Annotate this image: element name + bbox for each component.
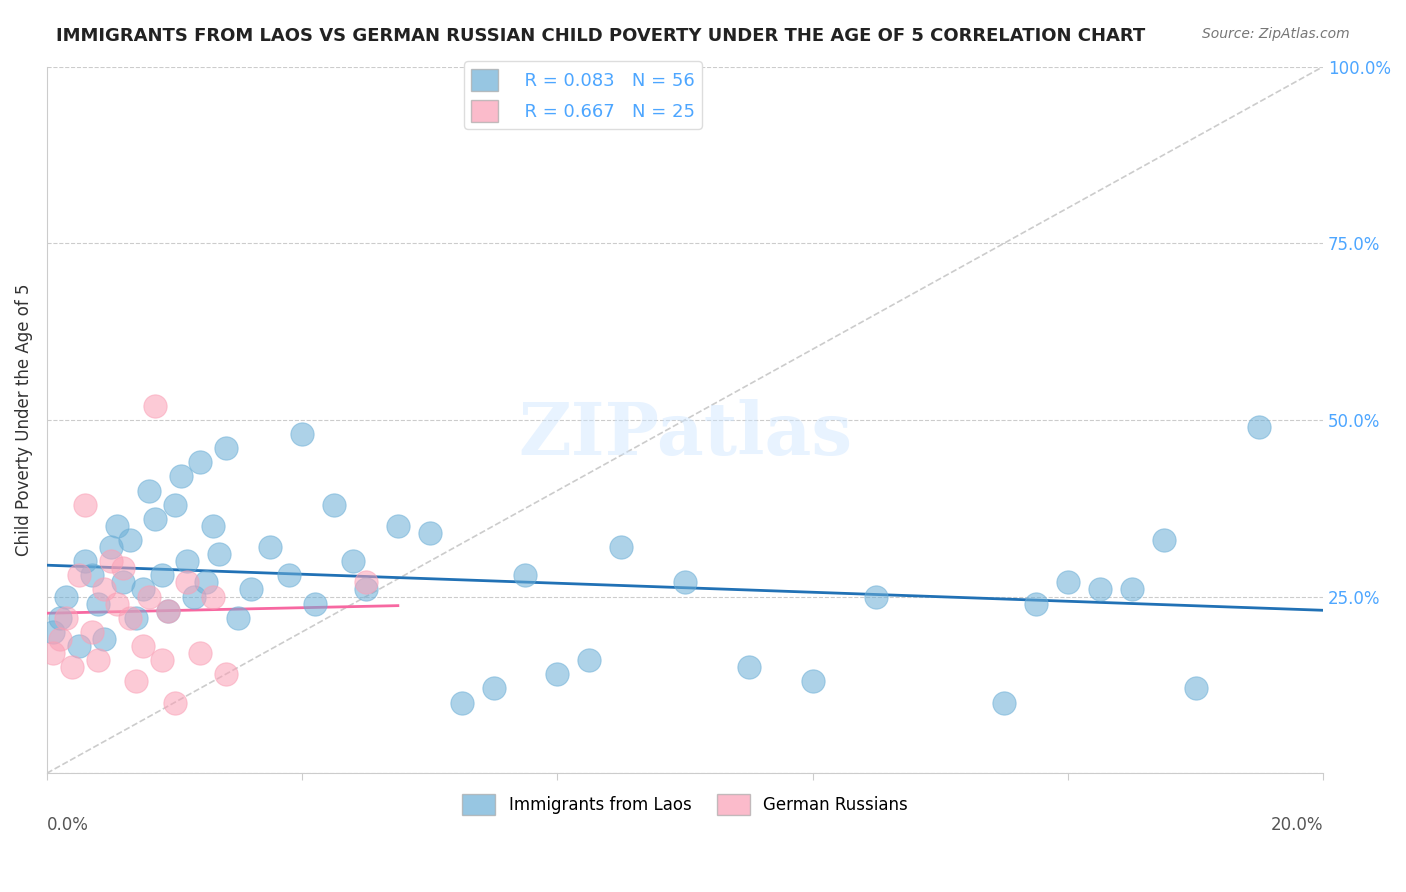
Point — [240, 582, 263, 597]
Point — [163, 696, 186, 710]
Point — [354, 582, 377, 597]
Legend: Immigrants from Laos, German Russians: Immigrants from Laos, German Russians — [456, 788, 914, 822]
Point — [214, 441, 236, 455]
Point — [673, 575, 696, 590]
Point — [195, 575, 218, 590]
Point — [163, 498, 186, 512]
Point — [105, 519, 128, 533]
Point — [87, 653, 110, 667]
Point — [1088, 582, 1111, 597]
Point — [291, 427, 314, 442]
Point — [157, 604, 180, 618]
Point — [93, 632, 115, 646]
Point — [100, 554, 122, 568]
Y-axis label: Child Poverty Under the Age of 5: Child Poverty Under the Age of 5 — [15, 284, 32, 556]
Point — [105, 597, 128, 611]
Text: ZIPatlas: ZIPatlas — [517, 399, 852, 469]
Point — [42, 646, 65, 660]
Point — [87, 597, 110, 611]
Point — [112, 561, 135, 575]
Point — [157, 604, 180, 618]
Point — [112, 575, 135, 590]
Point — [118, 533, 141, 547]
Text: 20.0%: 20.0% — [1271, 815, 1323, 834]
Point — [214, 667, 236, 681]
Point — [80, 568, 103, 582]
Point — [342, 554, 364, 568]
Point — [993, 696, 1015, 710]
Point — [80, 624, 103, 639]
Point — [188, 646, 211, 660]
Text: IMMIGRANTS FROM LAOS VS GERMAN RUSSIAN CHILD POVERTY UNDER THE AGE OF 5 CORRELAT: IMMIGRANTS FROM LAOS VS GERMAN RUSSIAN C… — [56, 27, 1146, 45]
Point — [150, 568, 173, 582]
Point — [125, 611, 148, 625]
Point — [201, 519, 224, 533]
Point — [387, 519, 409, 533]
Point — [201, 590, 224, 604]
Point — [1057, 575, 1080, 590]
Point — [131, 639, 153, 653]
Point — [278, 568, 301, 582]
Point — [1025, 597, 1047, 611]
Point — [170, 469, 193, 483]
Point — [67, 639, 90, 653]
Point — [150, 653, 173, 667]
Point — [1184, 681, 1206, 696]
Point — [865, 590, 887, 604]
Point — [75, 498, 97, 512]
Point — [1249, 420, 1271, 434]
Point — [450, 696, 472, 710]
Point — [138, 483, 160, 498]
Point — [48, 611, 70, 625]
Point — [176, 554, 198, 568]
Point — [578, 653, 600, 667]
Point — [183, 590, 205, 604]
Point — [1153, 533, 1175, 547]
Point — [610, 540, 633, 554]
Point — [118, 611, 141, 625]
Point — [188, 455, 211, 469]
Point — [145, 399, 167, 413]
Point — [131, 582, 153, 597]
Text: 0.0%: 0.0% — [46, 815, 89, 834]
Point — [62, 660, 84, 674]
Point — [419, 525, 441, 540]
Point — [323, 498, 346, 512]
Point — [176, 575, 198, 590]
Point — [100, 540, 122, 554]
Point — [138, 590, 160, 604]
Point — [55, 590, 77, 604]
Point — [208, 547, 231, 561]
Point — [801, 674, 824, 689]
Point — [1121, 582, 1143, 597]
Point — [738, 660, 761, 674]
Point — [482, 681, 505, 696]
Point — [304, 597, 326, 611]
Point — [546, 667, 568, 681]
Point — [67, 568, 90, 582]
Point — [55, 611, 77, 625]
Point — [75, 554, 97, 568]
Point — [228, 611, 250, 625]
Point — [259, 540, 281, 554]
Point — [48, 632, 70, 646]
Point — [125, 674, 148, 689]
Point — [42, 624, 65, 639]
Point — [145, 512, 167, 526]
Point — [354, 575, 377, 590]
Point — [515, 568, 537, 582]
Text: Source: ZipAtlas.com: Source: ZipAtlas.com — [1202, 27, 1350, 41]
Point — [93, 582, 115, 597]
